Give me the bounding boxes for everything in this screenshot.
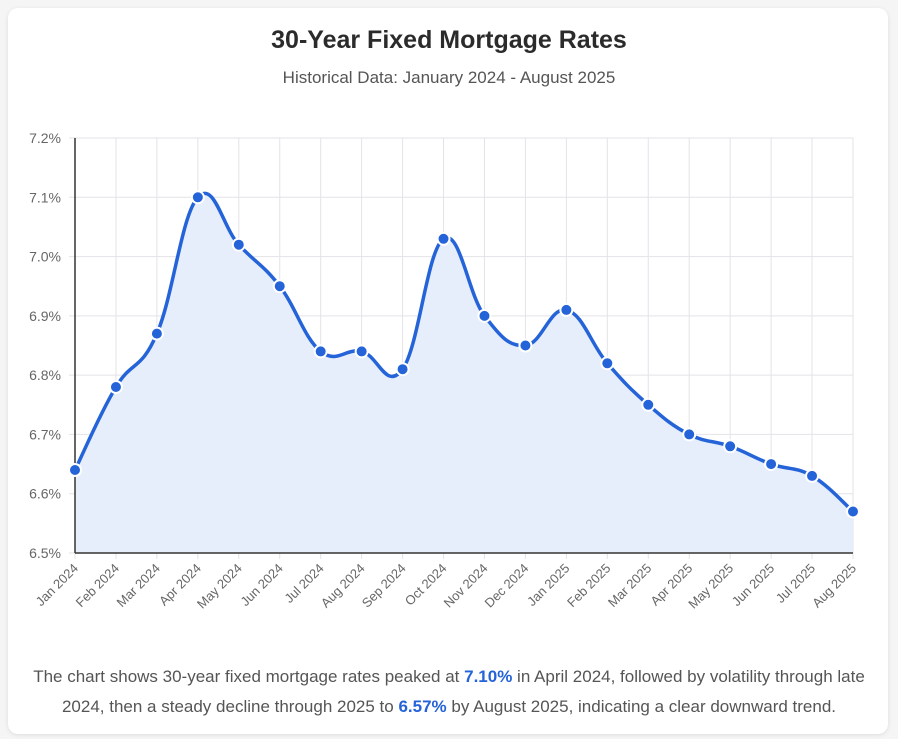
y-tick-label: 7.0% (29, 249, 61, 265)
x-tick-label: Mar 2025 (605, 561, 654, 610)
data-point (723, 439, 738, 454)
y-tick-label: 7.2% (29, 130, 61, 146)
x-tick-label: May 2024 (194, 561, 245, 612)
summary-text-2: in April 2024, followed by volatility th… (61, 667, 865, 716)
data-point (518, 338, 533, 353)
data-point (231, 237, 246, 252)
data-point (682, 427, 697, 442)
data-point (190, 190, 205, 205)
x-tick-label: Sep 2024 (359, 561, 409, 611)
chart-summary: The chart shows 30-year fixed mortgage r… (20, 662, 878, 722)
data-point (395, 362, 410, 377)
data-point (272, 279, 287, 294)
x-tick-label: Jun 2025 (729, 561, 777, 609)
y-tick-label: 6.6% (29, 486, 61, 502)
peak-rate-highlight: 7.10% (464, 667, 513, 686)
y-tick-label: 7.1% (29, 189, 61, 205)
data-point (313, 344, 328, 359)
data-point (354, 344, 369, 359)
data-point (805, 468, 820, 483)
x-tick-label: Feb 2025 (564, 561, 613, 610)
y-tick-label: 6.5% (29, 545, 61, 561)
data-point (436, 231, 451, 246)
data-point (600, 356, 615, 371)
summary-text-3: by August 2025, indicating a clear downw… (446, 697, 837, 716)
area-fill (75, 193, 853, 553)
data-point (108, 380, 123, 394)
x-tick-label: Aug 2025 (809, 561, 859, 611)
data-point (764, 457, 779, 472)
x-tick-label: Jun 2024 (237, 561, 285, 609)
line-chart: 6.5% 6.6% 6.7% 6.8% 6.9% 7.0% 7.1% 7.2% Jan 202… (29, 130, 860, 612)
x-tick-label: May 2025 (685, 561, 736, 612)
chart-subtitle: Historical Data: January 2024 - August 2… (282, 68, 616, 87)
data-point (641, 397, 656, 412)
x-tick-label: Nov 2024 (441, 561, 491, 611)
data-point (149, 326, 164, 341)
axes (74, 138, 853, 554)
y-tick-label: 6.7% (29, 426, 61, 442)
y-tick-label: 6.8% (29, 367, 61, 383)
latest-rate-highlight: 6.57% (398, 697, 447, 716)
chart-title: 30-Year Fixed Mortgage Rates (271, 26, 627, 54)
data-point (477, 308, 492, 323)
x-tick-label: Mar 2024 (114, 561, 163, 610)
x-tick-label: Aug 2024 (318, 561, 368, 611)
summary-text-1: The chart shows 30-year fixed mortgage r… (33, 667, 465, 686)
data-point (846, 504, 860, 519)
data-point (559, 302, 574, 317)
data-point (68, 463, 82, 477)
y-axis-ticks: 6.5% 6.6% 6.7% 6.8% 6.9% 7.0% 7.1% 7.2% (29, 130, 61, 561)
data-points (68, 190, 860, 519)
y-tick-label: 6.9% (29, 308, 61, 324)
x-tick-label: Feb 2024 (73, 561, 122, 610)
x-tick-label: Dec 2024 (482, 561, 532, 611)
